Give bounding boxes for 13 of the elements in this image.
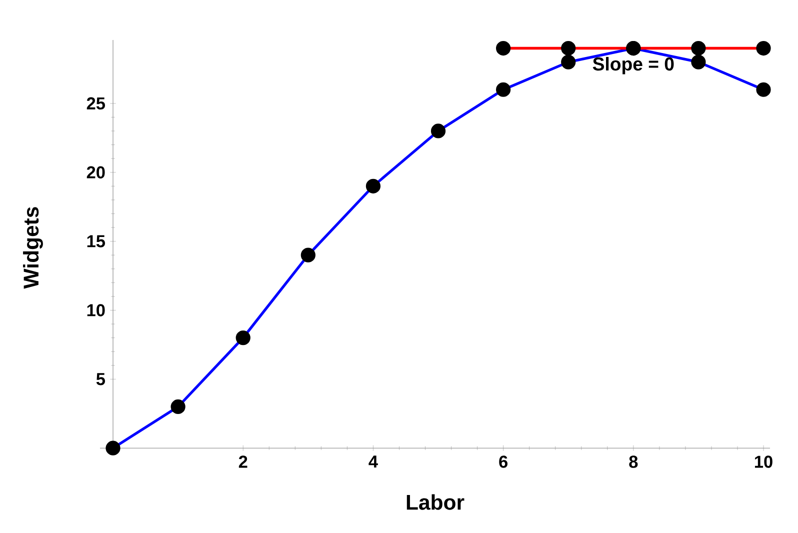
y-tick-label: 25 — [86, 97, 105, 110]
y-tick-label: 5 — [96, 373, 106, 386]
y-tick-label: 15 — [87, 235, 105, 248]
x-tick-label: 6 — [499, 456, 508, 468]
y-tick-label: 10 — [87, 304, 105, 316]
x-tick-label: 2 — [238, 456, 248, 468]
y-tick-label: 20 — [86, 166, 105, 178]
y-axis-title: Widgets — [23, 207, 43, 289]
annotation: Slope = 0 — [592, 56, 674, 74]
x-axis-title: Labor — [406, 494, 464, 510]
x-tick-label: 8 — [629, 456, 638, 468]
x-tick-label: 10 — [754, 456, 772, 468]
x-tick-label: 4 — [368, 456, 378, 468]
